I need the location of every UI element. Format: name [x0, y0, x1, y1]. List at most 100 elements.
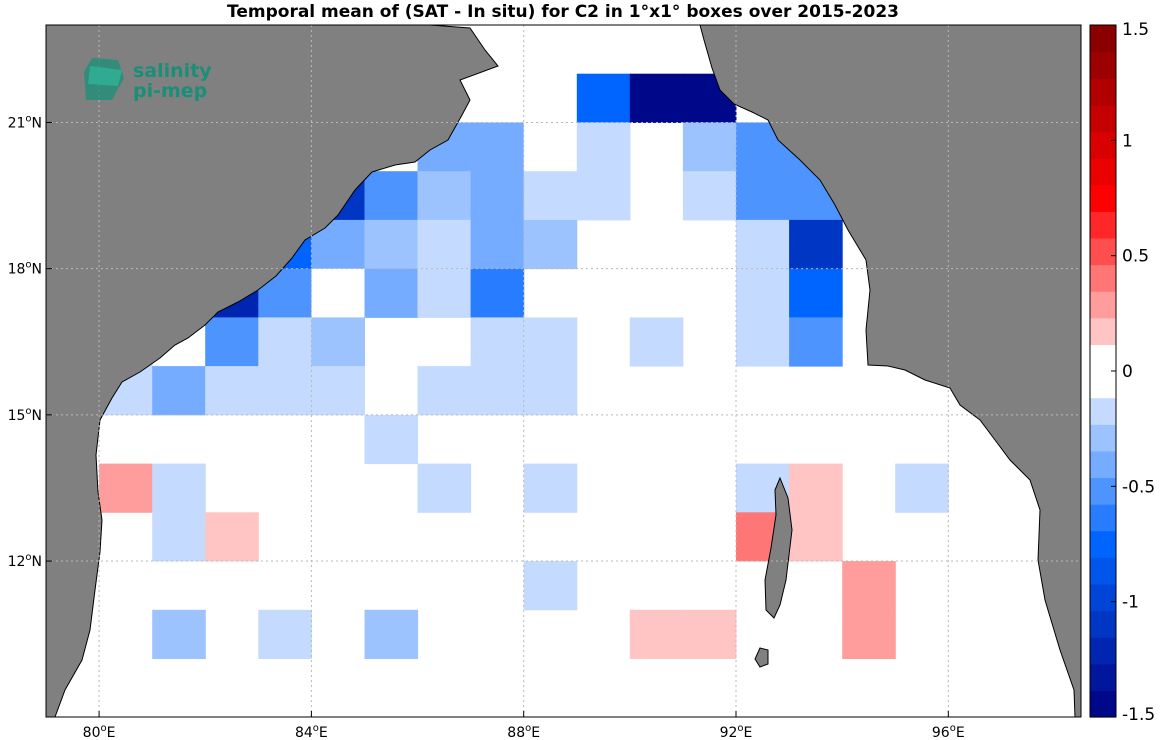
andaman-islands [764, 476, 793, 619]
x-tick-label-84: 84oE [295, 723, 328, 740]
cell-88e-15n [523, 366, 578, 416]
colorbar-level-23 [1090, 78, 1116, 106]
colorbar-level-7 [1090, 504, 1116, 532]
colorbar-level-9 [1090, 450, 1116, 479]
y-tick-label-18: 18oN [8, 260, 42, 278]
x-axis-ticks: 80oE 84oE 88oE 92oE 96oE [83, 711, 965, 740]
cell-93e-12n [789, 512, 843, 562]
colorbar-level-13 [1090, 344, 1116, 372]
cell-95e-13n [895, 463, 949, 513]
colorbar-level-14 [1090, 317, 1116, 345]
cell-81e-13n [152, 463, 206, 513]
colorbar-level-11 [1090, 397, 1116, 425]
cell-86e-18n [417, 219, 472, 270]
logo-mark-band [88, 66, 122, 86]
colorbar-tick-label: 0 [1122, 362, 1133, 382]
colorbar-level-6 [1090, 530, 1116, 558]
cell-89e-21n [576, 73, 631, 123]
cell-88e-16n [523, 317, 578, 367]
cell-88e-19n [523, 171, 578, 221]
cell-85e-19n [364, 171, 419, 221]
cell-93e-18n [789, 219, 843, 270]
x-tick-label-92: 92oE [720, 723, 753, 740]
cell-90e-21n [629, 73, 684, 123]
colorbar-level-4 [1090, 583, 1116, 612]
cell-89e-20n [576, 122, 631, 172]
colorbar-level-22 [1090, 104, 1116, 133]
cell-92e-19n [736, 171, 790, 221]
y-tick-label-12: 12oN [8, 552, 42, 570]
colorbar-tick-label: 0.5 [1122, 247, 1149, 267]
colorbar-level-19 [1090, 184, 1116, 212]
cell-94e-10n [842, 609, 896, 659]
colorbar-level-17 [1090, 237, 1116, 266]
cell-84e-17n [311, 268, 365, 318]
colorbar-tick-label: -1.5 [1122, 705, 1155, 725]
cell-81e-15n [152, 366, 206, 416]
india-landmass [46, 25, 499, 717]
logo-line1: salinity [133, 60, 212, 82]
x-tick-label-80: 80oE [83, 723, 116, 740]
colorbar-level-8 [1090, 477, 1116, 505]
little-andaman-island [754, 647, 769, 668]
colorbar-tick-label: 1 [1122, 131, 1133, 151]
cell-85e-14n [364, 414, 419, 465]
cell-84e-16n [311, 317, 365, 367]
colorbar-ticks: 1.5 1 0.5 0 -0.5 -1 -1.5 [1111, 20, 1155, 725]
colorbar-level-12 [1090, 371, 1116, 399]
colorbar-level-20 [1090, 158, 1116, 186]
land-mass [46, 25, 1081, 717]
cell-91e-19n [682, 171, 737, 221]
cell-87e-19n [470, 171, 525, 221]
cell-93e-13n [789, 463, 843, 513]
y-tick-label-15: 15oN [8, 406, 42, 424]
cell-85e-18n [364, 219, 419, 270]
chart-title: Temporal mean of (SAT - In situ) for C2 … [227, 2, 899, 22]
cell-93e-16n [789, 317, 843, 367]
colorbar-tick-label: 1.5 [1122, 20, 1149, 40]
x-tick-label-96: 96oE [932, 723, 965, 740]
cell-91e-20n [682, 122, 737, 172]
y-tick-label-21: 21oN [8, 113, 42, 131]
colorbar-tick-label: -1 [1122, 593, 1139, 613]
cell-84e-15n [311, 366, 365, 416]
colorbar-level-16 [1090, 264, 1116, 292]
myanmar-landmass [699, 25, 1081, 717]
cell-86e-17n [417, 268, 472, 318]
colorbar-level-2 [1090, 637, 1116, 665]
colorbar-level-18 [1090, 211, 1116, 239]
cell-87e-18n [470, 219, 525, 270]
cell-87e-16n [470, 317, 525, 367]
cell-82e-16n [205, 317, 259, 367]
cell-92e-16n [736, 317, 790, 367]
cell-88e-13n [523, 463, 578, 513]
colorbar-level-1 [1090, 663, 1116, 691]
colorbar [1090, 25, 1116, 718]
cell-94e-11n [842, 561, 896, 611]
colorbar-tick-label: -0.5 [1122, 477, 1155, 497]
cell-92e-18n [736, 219, 790, 270]
cell-81e-12n [152, 512, 206, 562]
cell-86e-13n [417, 463, 472, 513]
cell-89e-19n [576, 171, 631, 221]
cell-82e-12n [205, 512, 259, 562]
salinity-pi-mep-logo: salinity pi-mep [84, 58, 212, 102]
cell-88e-18n [523, 219, 578, 270]
cell-86e-19n [417, 171, 472, 221]
cell-85e-10n [364, 609, 419, 659]
cell-82e-15n [205, 366, 259, 416]
colorbar-level-3 [1090, 610, 1116, 638]
cell-88e-11n [523, 561, 578, 611]
cell-83e-10n [258, 609, 312, 659]
colorbar-level-21 [1090, 131, 1116, 159]
cell-90e-16n [629, 317, 684, 367]
cell-87e-17n [470, 268, 525, 318]
colorbar-level-25 [1090, 25, 1116, 53]
cell-83e-16n [258, 317, 312, 367]
colorbar-level-5 [1090, 557, 1116, 585]
logo-line2: pi-mep [133, 80, 207, 102]
cell-90e-10n [629, 609, 684, 659]
cell-81e-10n [152, 609, 206, 659]
cell-87e-15n [470, 366, 525, 416]
